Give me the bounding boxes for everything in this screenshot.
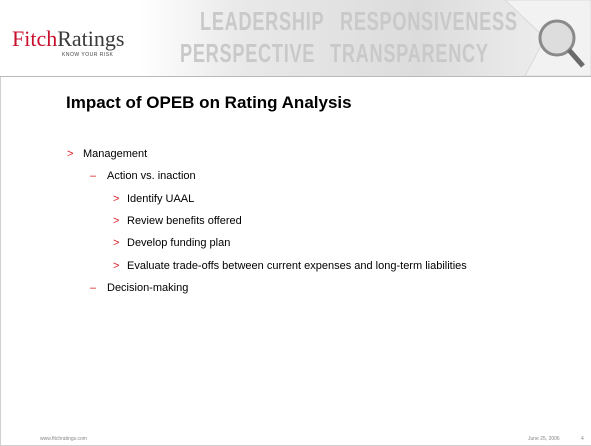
bullet-marker: >: [113, 192, 120, 205]
bullet-text: Evaluate trade-offs between current expe…: [127, 259, 467, 272]
banner: LEADERSHIP RESPONSIVENESS PERSPECTIVE TRANS…: [140, 0, 540, 76]
footer-page: 4: [581, 436, 584, 442]
bullet-marker: –: [90, 170, 97, 183]
logo: FitchRatings: [12, 26, 124, 52]
bullet-text: Develop funding plan: [127, 237, 231, 250]
footer-url: www.fitchratings.com: [40, 436, 87, 442]
footer-date: June 25, 2006: [528, 436, 560, 442]
bullet-marker: –: [90, 281, 97, 294]
bullet-text: Review benefits offered: [127, 214, 242, 227]
slide-title: Impact of OPEB on Rating Analysis: [66, 93, 352, 112]
logo-secondary: Ratings: [57, 26, 125, 51]
header: LEADERSHIP RESPONSIVENESS PERSPECTIVE TRANS…: [0, 0, 591, 77]
bullet-text: Action vs. inaction: [107, 170, 196, 183]
tagline: KNOW YOUR RISK: [62, 52, 114, 58]
logo-primary: Fitch: [12, 26, 58, 51]
bullet-text: Identify UAAL: [127, 192, 195, 205]
bullet-marker: >: [113, 259, 120, 272]
banner-word: PERSPECTIVE: [180, 38, 316, 68]
bullet-marker: >: [113, 237, 120, 250]
banner-word: LEADERSHIP: [200, 6, 325, 36]
banner-word: RESPONSIVENESS: [340, 6, 518, 36]
bullet-text: Management: [83, 148, 148, 160]
bullet-marker: >: [113, 214, 120, 227]
magnifier-icon: [504, 0, 591, 76]
bullet-text: Decision-making: [107, 281, 189, 294]
bullet-marker: >: [67, 148, 74, 160]
banner-word: TRANSPARENCY: [330, 38, 489, 68]
